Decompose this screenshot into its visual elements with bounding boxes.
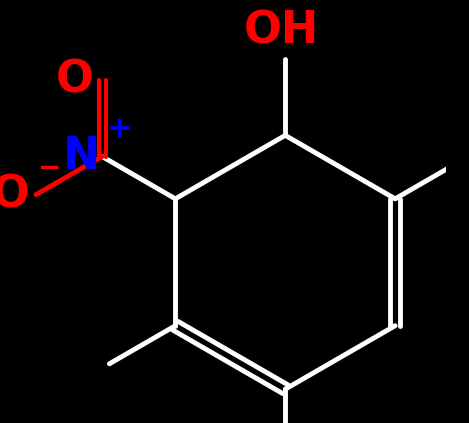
Text: OH: OH	[243, 10, 318, 53]
Text: +: +	[106, 115, 132, 144]
Text: N: N	[63, 135, 100, 178]
Text: O: O	[0, 173, 30, 216]
Text: −: −	[38, 154, 61, 182]
Text: O: O	[56, 59, 94, 102]
